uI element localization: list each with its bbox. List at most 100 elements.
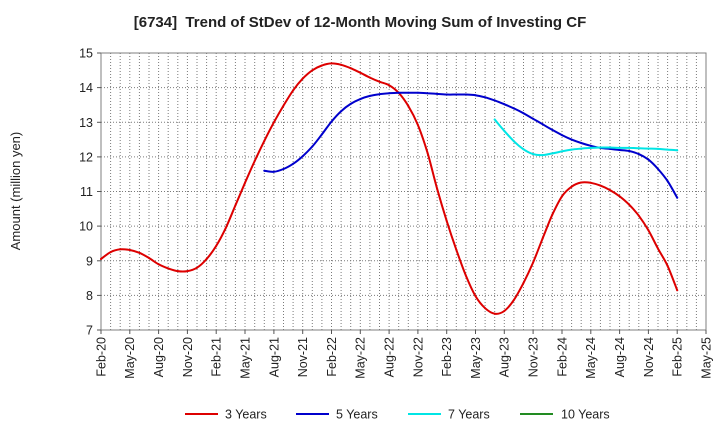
data-point-5-years <box>282 168 285 170</box>
data-point-3-years <box>282 104 285 107</box>
x-tick-label: Feb-24 <box>555 337 569 377</box>
data-point-3-years <box>368 76 371 79</box>
chart-title: [6734] Trend of StDev of 12-Month Moving… <box>134 14 587 31</box>
data-point-3-years <box>128 249 131 251</box>
legend-item-7-years: 7 Years <box>408 408 490 422</box>
data-point-3-years <box>109 251 112 254</box>
data-point-7-years <box>570 148 573 151</box>
data-point-5-years <box>503 103 506 106</box>
legend-label-3-years: 3 Years <box>225 408 267 422</box>
data-point-5-years <box>493 99 496 102</box>
series-3-years <box>100 62 679 315</box>
data-point-3-years <box>253 160 256 162</box>
series-line-7-years <box>493 118 679 157</box>
legend-label-5-years: 5 Years <box>336 408 378 422</box>
data-point-5-years <box>349 102 352 105</box>
data-point-3-years <box>416 124 419 126</box>
series-5-years <box>263 91 679 199</box>
data-point-3-years <box>474 295 477 298</box>
data-point-5-years <box>292 162 295 165</box>
data-point-3-years <box>167 267 170 270</box>
x-tick-label: Feb-20 <box>94 337 108 377</box>
data-point-3-years <box>609 189 611 192</box>
data-point-7-years <box>561 150 563 153</box>
y-tick-label: 8 <box>86 289 93 303</box>
series-line-5-years <box>263 91 679 199</box>
data-point-3-years <box>561 195 563 198</box>
data-point-5-years <box>666 180 669 183</box>
data-point-5-years <box>340 110 343 113</box>
data-point-3-years <box>263 139 266 142</box>
data-point-7-years <box>512 140 515 143</box>
data-point-3-years <box>512 298 515 301</box>
data-point-3-years <box>378 80 381 83</box>
x-tick-label: May-22 <box>354 337 368 379</box>
data-point-3-years <box>426 151 429 154</box>
data-point-7-years <box>647 147 650 150</box>
data-point-5-years <box>445 93 448 96</box>
y-tick-label: 13 <box>79 116 93 130</box>
data-point-3-years <box>388 84 391 87</box>
data-point-3-years <box>445 219 448 222</box>
data-point-3-years <box>138 251 141 254</box>
data-point-7-years <box>676 149 679 152</box>
y-axis-label: Amount (million yen) <box>8 132 23 251</box>
data-point-3-years <box>541 237 544 240</box>
x-tick-label: Aug-23 <box>498 337 512 377</box>
data-point-3-years <box>551 213 554 216</box>
data-point-5-years <box>263 169 266 172</box>
data-point-7-years <box>532 153 535 156</box>
data-point-5-years <box>676 196 679 199</box>
data-point-5-years <box>657 168 659 170</box>
data-point-3-years <box>599 184 602 187</box>
data-point-5-years <box>484 96 487 99</box>
data-point-3-years <box>493 312 496 315</box>
x-tick-label: May-21 <box>238 337 252 379</box>
series-7-years <box>493 118 679 157</box>
data-point-3-years <box>657 247 659 250</box>
data-point-3-years <box>330 62 333 65</box>
series-group <box>100 62 679 315</box>
x-tick-label: Feb-21 <box>210 337 224 377</box>
data-point-5-years <box>628 150 631 152</box>
data-point-3-years <box>215 244 218 247</box>
data-point-7-years <box>493 118 496 121</box>
data-point-5-years <box>647 158 650 161</box>
data-point-3-years <box>676 289 679 292</box>
data-point-3-years <box>359 71 362 74</box>
x-tick-label: May-20 <box>123 337 137 379</box>
data-point-5-years <box>426 92 429 95</box>
data-point-5-years <box>637 153 640 156</box>
data-point-5-years <box>512 107 515 110</box>
grid <box>101 53 706 330</box>
legend-label-10-years: 10 Years <box>561 408 610 422</box>
data-point-3-years <box>119 248 122 251</box>
x-tick-label: Aug-20 <box>152 337 166 377</box>
y-tick-label: 15 <box>79 47 93 61</box>
data-point-3-years <box>176 270 179 273</box>
data-point-5-years <box>388 92 391 95</box>
data-point-3-years <box>244 181 246 184</box>
data-point-3-years <box>340 63 343 66</box>
x-tick-label: Nov-21 <box>296 337 310 377</box>
data-point-3-years <box>311 69 314 72</box>
data-point-3-years <box>503 310 506 312</box>
x-tick-label: Nov-20 <box>181 337 195 377</box>
data-point-5-years <box>464 93 467 96</box>
data-point-3-years <box>618 195 621 198</box>
data-point-3-years <box>647 229 650 232</box>
legend-item-10-years: 10 Years <box>520 408 610 422</box>
data-point-3-years <box>320 64 323 67</box>
data-point-5-years <box>311 145 314 148</box>
data-point-7-years <box>599 146 602 149</box>
data-point-7-years <box>666 148 669 151</box>
data-point-7-years <box>609 146 611 149</box>
x-tick-label: Feb-23 <box>440 337 454 377</box>
data-point-7-years <box>657 147 659 150</box>
data-point-3-years <box>484 307 487 310</box>
data-point-3-years <box>148 257 150 259</box>
data-point-3-years <box>234 204 237 207</box>
x-tick-label: Aug-22 <box>382 337 396 377</box>
